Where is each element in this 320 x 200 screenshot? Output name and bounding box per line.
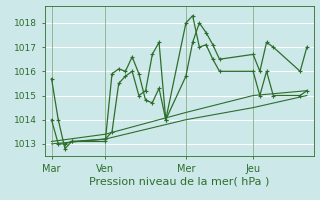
X-axis label: Pression niveau de la mer( hPa ): Pression niveau de la mer( hPa )	[89, 176, 269, 186]
